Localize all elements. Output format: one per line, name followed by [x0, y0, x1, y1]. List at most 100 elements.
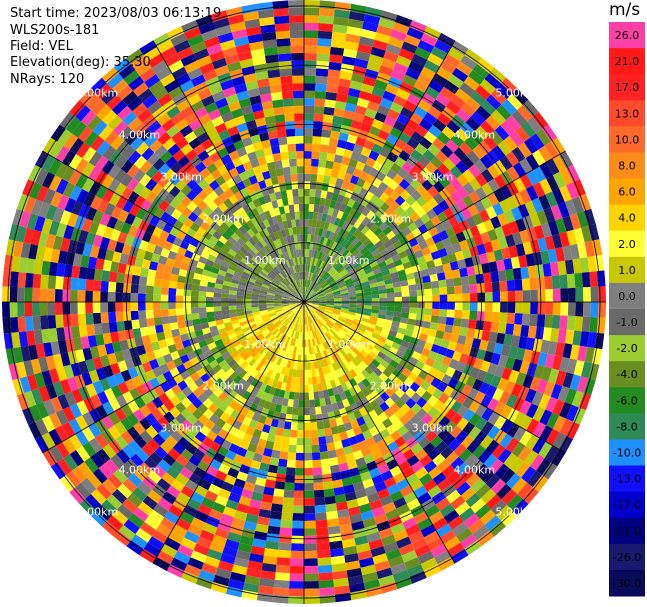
velocity-gate	[100, 302, 108, 313]
velocity-gate	[221, 244, 231, 253]
velocity-gate	[228, 264, 237, 272]
velocity-gate	[107, 115, 123, 131]
velocity-gate	[225, 450, 237, 461]
velocity-gate	[201, 454, 214, 466]
velocity-gate	[168, 530, 184, 545]
velocity-gate	[296, 445, 304, 453]
velocity-gate	[355, 310, 364, 315]
velocity-gate	[292, 369, 297, 378]
colorbar-segment	[609, 361, 645, 388]
velocity-gate	[371, 236, 381, 245]
velocity-gate	[187, 34, 204, 47]
velocity-gate	[102, 478, 118, 495]
colorbar-segment	[609, 178, 645, 206]
velocity-gate	[579, 257, 590, 273]
velocity-gate	[517, 445, 532, 462]
velocity-gate	[71, 388, 84, 404]
velocity-gate	[212, 230, 222, 240]
velocity-gate	[330, 426, 340, 435]
velocity-gate	[321, 466, 332, 475]
velocity-gate	[515, 290, 523, 302]
velocity-gate	[337, 424, 346, 434]
velocity-gate	[384, 377, 394, 388]
velocity-gate	[312, 467, 323, 476]
velocity-gate	[200, 345, 210, 354]
velocity-gate	[492, 388, 504, 402]
velocity-gate	[550, 449, 566, 467]
velocity-gate	[262, 424, 271, 434]
velocity-gate	[215, 278, 224, 285]
velocity-gate	[334, 275, 342, 282]
velocity-gate	[107, 425, 121, 440]
velocity-gate	[450, 133, 465, 148]
velocity-gate	[43, 247, 53, 262]
velocity-gate	[525, 434, 540, 450]
velocity-gate	[296, 302, 304, 305]
velocity-gate	[210, 582, 228, 594]
velocity-gate	[228, 214, 238, 224]
velocity-gate	[339, 348, 347, 357]
velocity-gate	[286, 328, 292, 337]
velocity-gate	[424, 59, 440, 74]
velocity-gate	[475, 105, 491, 121]
velocity-gate	[135, 528, 152, 543]
velocity-gate	[452, 369, 463, 381]
velocity-gate	[409, 296, 418, 302]
velocity-gate	[329, 268, 336, 276]
velocity-gate	[228, 298, 237, 302]
velocity-gate	[132, 265, 142, 276]
velocity-gate	[242, 433, 253, 443]
velocity-gate	[276, 129, 287, 138]
velocity-gate	[358, 36, 375, 47]
velocity-gate	[264, 154, 275, 164]
velocity-gate	[386, 292, 395, 298]
velocity-gate	[438, 199, 450, 212]
velocity-gate	[82, 146, 97, 163]
velocity-gate	[468, 191, 481, 204]
velocity-gate	[292, 291, 299, 297]
velocity-gate	[445, 317, 455, 326]
velocity-gate	[332, 271, 340, 279]
velocity-gate	[223, 217, 234, 228]
velocity-gate	[288, 312, 294, 319]
velocity-gate	[328, 239, 335, 249]
velocity-gate	[562, 215, 574, 232]
velocity-gate	[348, 387, 357, 397]
velocity-gate	[540, 339, 551, 354]
velocity-gate	[480, 100, 497, 116]
velocity-gate	[401, 307, 410, 313]
velocity-gate	[292, 513, 304, 521]
velocity-gate	[140, 392, 152, 405]
velocity-gate	[383, 239, 393, 249]
velocity-gate	[492, 302, 501, 313]
velocity-gate	[370, 46, 386, 58]
velocity-gate	[210, 10, 228, 22]
velocity-gate	[160, 302, 169, 310]
velocity-gate	[476, 222, 488, 235]
velocity-gate	[533, 364, 545, 379]
velocity-gate	[59, 475, 76, 493]
velocity-gate	[200, 221, 211, 231]
velocity-gate	[419, 454, 433, 467]
velocity-gate	[304, 151, 312, 159]
velocity-gate	[311, 302, 319, 305]
velocity-gate	[191, 284, 200, 291]
velocity-gate	[95, 367, 107, 381]
velocity-gate	[342, 324, 350, 331]
velocity-gate	[62, 302, 71, 315]
velocity-gate	[282, 374, 289, 384]
velocity-gate	[222, 313, 231, 320]
velocity-gate	[304, 203, 310, 212]
velocity-gate	[257, 9, 274, 19]
velocity-gate	[216, 368, 226, 378]
velocity-gate	[596, 317, 606, 334]
velocity-gate	[206, 291, 214, 298]
velocity-gate	[234, 343, 243, 351]
velocity-gate	[319, 0, 336, 10]
velocity-gate	[520, 266, 530, 280]
velocity-gate	[282, 305, 290, 309]
velocity-gate	[510, 206, 523, 221]
velocity-gate	[287, 398, 294, 408]
velocity-gate	[114, 350, 125, 363]
velocity-gate	[199, 62, 215, 75]
